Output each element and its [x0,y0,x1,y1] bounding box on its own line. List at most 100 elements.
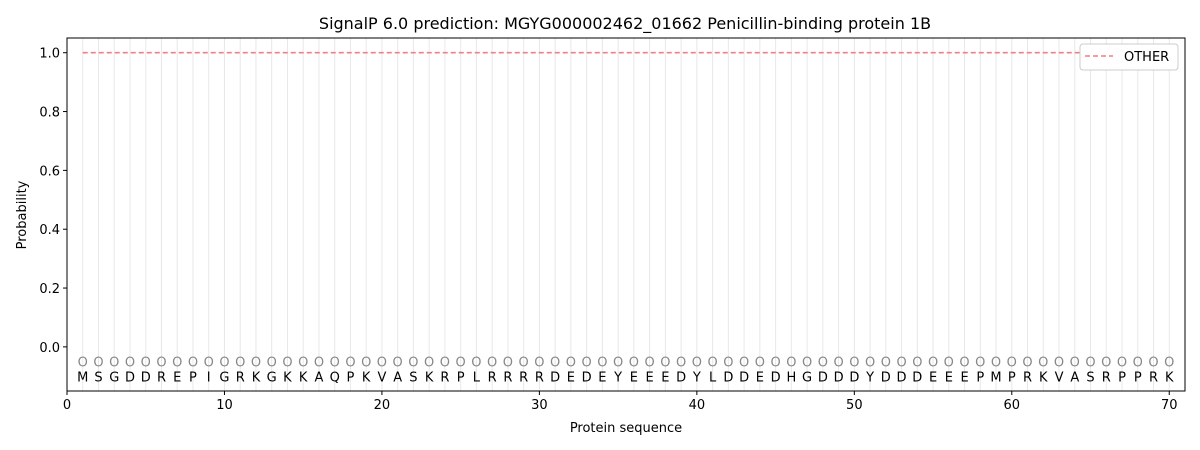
residue-label: G [267,370,277,385]
residue-label: I [207,370,211,385]
residue-label: P [347,370,355,385]
prediction-mark: O [109,356,119,371]
residue-label: S [409,370,417,385]
prediction-mark: O [802,356,812,371]
prediction-mark: O [770,356,780,371]
prediction-mark: O [881,356,891,371]
residue-label: D [881,370,891,385]
prediction-mark: O [251,356,261,371]
residue-label: K [425,370,434,385]
prediction-mark: O [755,356,765,371]
residue-label: R [157,370,166,385]
residue-label: R [440,370,449,385]
prediction-mark: O [629,356,639,371]
prediction-mark: O [1164,356,1174,371]
x-tick-label: 60 [1004,398,1021,413]
prediction-mark: O [298,356,308,371]
prediction-mark: O [865,356,875,371]
residue-label: S [1086,370,1094,385]
residue-label: D [739,370,749,385]
residue-label: P [1134,370,1142,385]
prediction-mark: O [345,356,355,371]
prediction-mark: O [519,356,529,371]
residue-label: K [299,370,308,385]
prediction-mark: O [1133,356,1143,371]
residue-label: P [189,370,197,385]
prediction-mark: O [440,356,450,371]
prediction-mark: O [1148,356,1158,371]
residue-label: Y [613,370,622,385]
x-tick-label: 70 [1161,398,1178,413]
prediction-mark: O [1101,356,1111,371]
residue-label: D [849,370,859,385]
residue-label: K [362,370,371,385]
residue-label: E [630,370,638,385]
prediction-mark: O [267,356,277,371]
residue-label: E [661,370,669,385]
residue-label: R [488,370,497,385]
prediction-mark: O [361,356,371,371]
y-tick-label: 0.6 [39,164,60,179]
prediction-mark: O [692,356,702,371]
x-tick-label: 20 [374,398,391,413]
residue-label: K [1165,370,1174,385]
residue-label: R [236,370,245,385]
residue-label: D [834,370,844,385]
prediction-mark: O [125,356,135,371]
legend-box [1079,43,1179,71]
prediction-mark: O [172,356,182,371]
x-tick-label: 40 [689,398,706,413]
y-tick-label: 0.4 [39,223,60,238]
residue-label: K [252,370,261,385]
prediction-mark: O [141,356,151,371]
prediction-mark: O [991,356,1001,371]
x-tick-label: 0 [63,398,71,413]
prediction-mark: O [393,356,403,371]
prediction-mark: O [1022,356,1032,371]
y-tick-label: 1.0 [39,47,60,62]
prediction-mark: O [408,356,418,371]
residue-label: A [1070,370,1079,385]
prediction-mark: O [282,356,292,371]
prediction-mark: O [676,356,686,371]
prediction-mark: O [456,356,466,371]
residue-label: E [945,370,953,385]
prediction-mark: O [188,356,198,371]
prediction-mark: O [928,356,938,371]
prediction-mark: O [330,356,340,371]
residue-label: G [109,370,119,385]
prediction-mark: O [424,356,434,371]
prediction-mark: O [818,356,828,371]
plot-frame [66,37,1186,392]
residue-label: D [818,370,828,385]
prediction-mark: O [975,356,985,371]
residue-label: R [503,370,512,385]
residue-label: R [519,370,528,385]
residue-label: R [1023,370,1032,385]
prediction-mark: O [582,356,592,371]
residue-label: K [283,370,292,385]
prediction-mark: O [896,356,906,371]
prediction-mark: O [833,356,843,371]
prediction-mark: O [377,356,387,371]
y-tick-label: 0.2 [39,282,60,297]
residue-label: V [1055,370,1064,385]
residue-label: A [314,370,323,385]
residue-label: D [676,370,686,385]
residue-label: D [550,370,560,385]
prediction-mark: O [1117,356,1127,371]
residue-label: D [125,370,135,385]
residue-label: M [990,370,1001,385]
residue-label: E [567,370,575,385]
prediction-mark: O [944,356,954,371]
residue-label: M [77,370,88,385]
residue-label: S [94,370,102,385]
residue-label: G [802,370,812,385]
legend-other-label: OTHER [1124,50,1169,65]
residue-label: D [912,370,922,385]
prediction-mark: O [503,356,513,371]
prediction-mark: O [613,356,623,371]
prediction-mark: O [1070,356,1080,371]
y-tick-label: 0.8 [39,106,60,121]
